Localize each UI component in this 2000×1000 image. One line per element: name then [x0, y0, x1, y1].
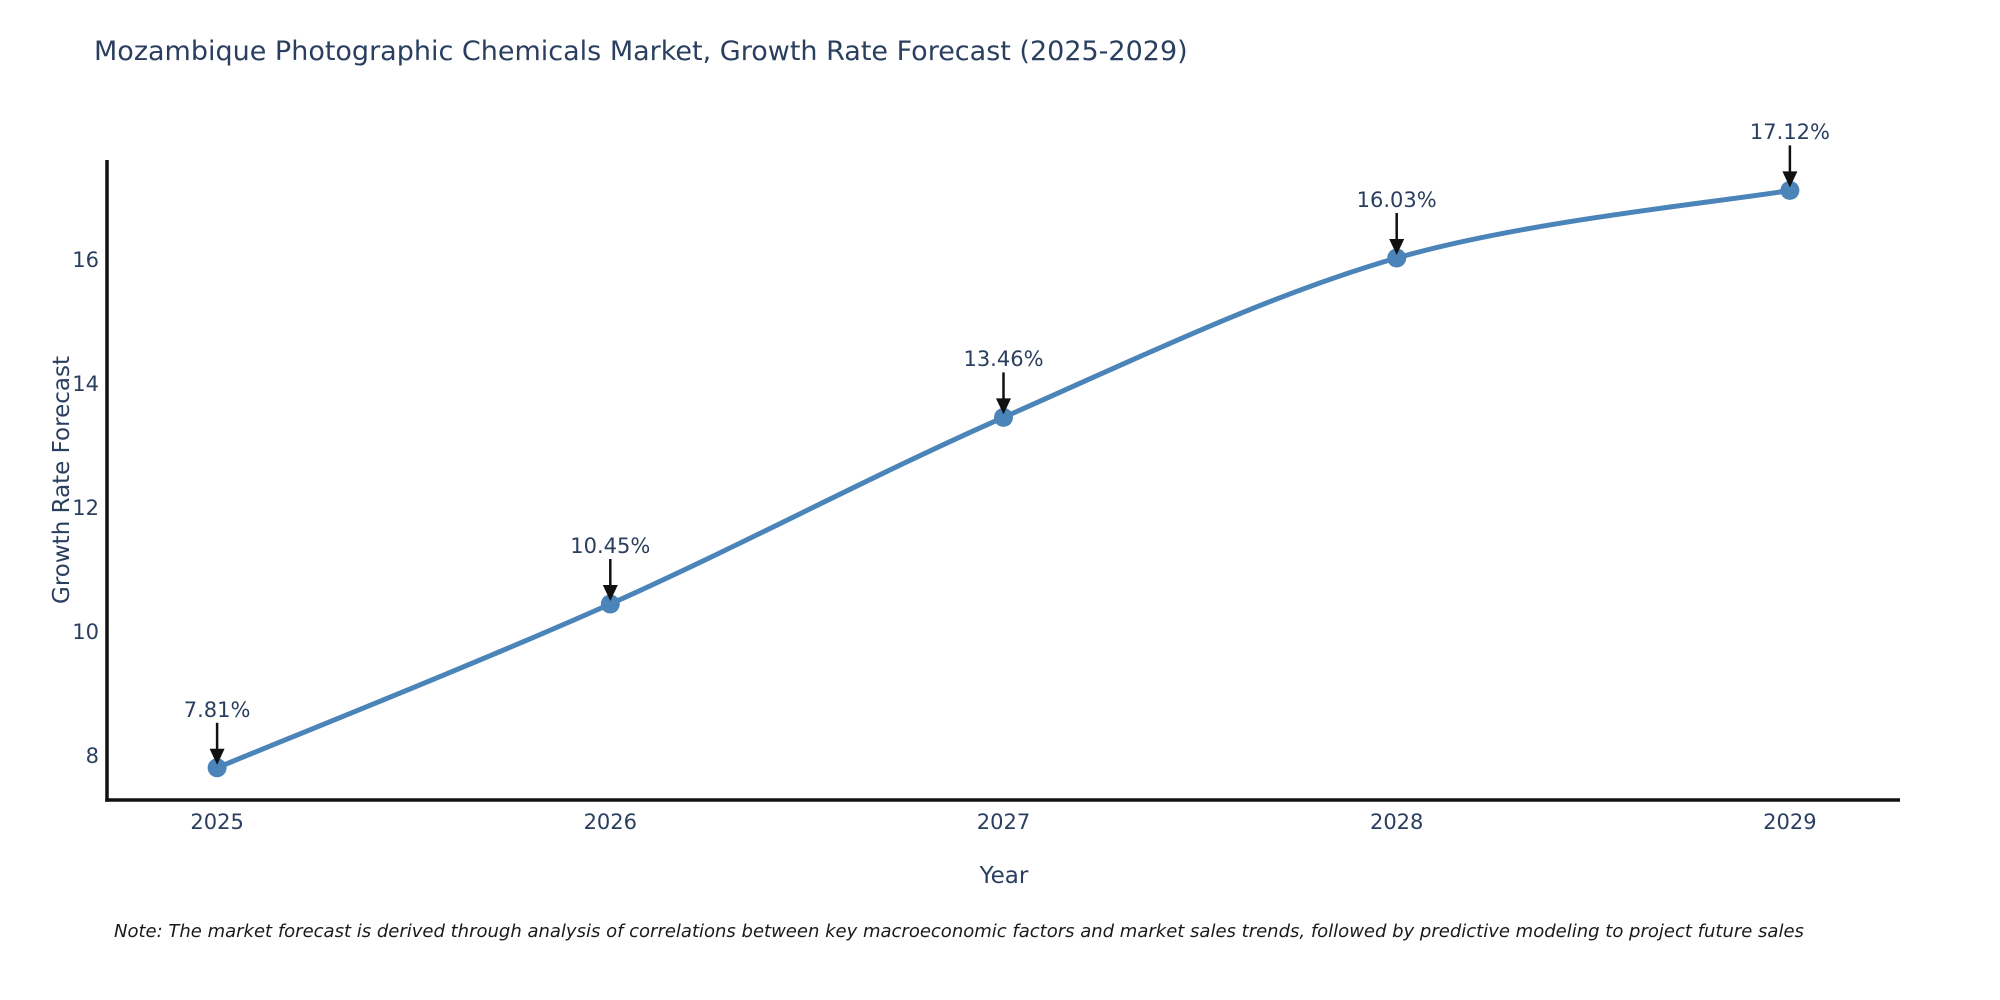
x-tick-label: 2025	[190, 810, 244, 834]
annotation-arrowhead	[996, 398, 1011, 415]
x-axis-title: Year	[979, 863, 1029, 889]
data-point-marker	[1780, 180, 1800, 200]
x-tick-label: 2027	[976, 810, 1031, 834]
point-label: 10.45%	[570, 534, 651, 559]
y-tick-label: 16	[72, 247, 99, 272]
annotation-arrowhead	[1782, 171, 1798, 188]
y-tick-label: 10	[72, 619, 99, 644]
y-axis-title: Growth Rate Forecast	[49, 356, 75, 604]
data-point-marker	[994, 407, 1013, 427]
footnote: Note: The market forecast is derived thr…	[114, 921, 1804, 942]
point-label: 16.03%	[1356, 187, 1437, 212]
point-label: 17.12%	[1749, 120, 1830, 145]
point-label: 7.81%	[183, 697, 251, 722]
annotation-arrowhead	[1389, 239, 1405, 255]
data-point-marker	[600, 594, 620, 614]
chart-title: Mozambique Photographic Chemicals Market…	[94, 36, 1188, 67]
series-line	[214, 187, 1793, 771]
data-point-marker	[207, 758, 227, 778]
annotation-arrowhead	[209, 748, 225, 765]
y-tick-label: 14	[72, 371, 99, 396]
y-tick-label: 12	[72, 495, 99, 520]
data-point-marker	[1387, 248, 1407, 268]
x-tick-label: 2028	[1369, 810, 1424, 834]
x-tick-label: 2026	[583, 810, 638, 834]
point-label: 13.46%	[963, 347, 1044, 372]
y-tick-label: 8	[85, 743, 99, 768]
annotation-arrowhead	[602, 585, 618, 601]
x-tick-label: 2029	[1763, 810, 1817, 834]
